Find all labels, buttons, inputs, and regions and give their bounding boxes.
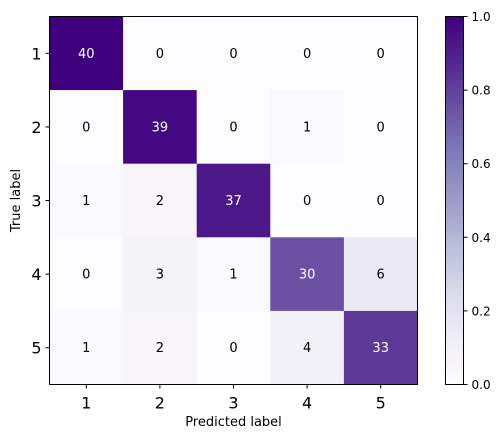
heatmap-cell	[270, 16, 345, 91]
cell-value-label: 0	[82, 120, 90, 135]
heatmap-cell	[123, 16, 197, 91]
heatmap-cell	[196, 16, 271, 91]
y-tick-label: 4	[31, 265, 41, 284]
x-tick-label: 1	[81, 394, 91, 413]
cell-value-label: 1	[303, 120, 311, 135]
heatmap-cell	[270, 163, 345, 238]
heatmap-cell	[49, 16, 124, 91]
x-tick-label: 4	[302, 394, 312, 413]
heatmap-cell	[270, 90, 345, 164]
cell-value-label: 33	[372, 341, 389, 356]
x-tick-label: 5	[376, 394, 386, 413]
heatmap-cell	[343, 90, 418, 164]
heatmap-cell	[123, 310, 197, 385]
cell-value-label: 6	[377, 268, 385, 283]
heatmap-cell	[49, 237, 124, 312]
cell-value-label: 4	[303, 341, 311, 356]
colorbar-tick-label: 0.0	[472, 378, 491, 392]
cell-value-label: 0	[377, 120, 385, 135]
heatmap-cell	[123, 237, 197, 312]
heatmap-cell	[123, 90, 197, 164]
colorbar-tick-label: 0.2	[472, 304, 491, 318]
y-axis-label: True label	[9, 169, 24, 233]
y-tick-label: 5	[31, 339, 41, 358]
colorbar-tick-label: 0.4	[472, 231, 491, 245]
heatmap-cell	[196, 237, 271, 312]
cell-value-label: 0	[377, 194, 385, 209]
colorbar-tick-label: 0.8	[472, 84, 491, 98]
heatmap-cell	[49, 163, 124, 238]
cell-value-label: 1	[82, 194, 90, 209]
y-tick-label: 2	[31, 118, 41, 137]
cell-value-label: 0	[377, 47, 385, 62]
x-tick-label: 3	[228, 394, 238, 413]
y-tick-label: 1	[31, 44, 41, 63]
colorbar	[445, 16, 464, 385]
cell-value-label: 39	[152, 120, 169, 135]
heatmap-cell	[49, 90, 124, 164]
cell-value-label: 37	[225, 194, 242, 209]
cell-value-label: 0	[156, 47, 164, 62]
heatmap-cell	[343, 163, 418, 238]
cell-value-label: 2	[156, 341, 164, 356]
heatmap-cell	[49, 310, 124, 385]
cell-value-label: 1	[229, 268, 237, 283]
heatmap-cell	[343, 237, 418, 312]
cell-value-label: 0	[82, 268, 90, 283]
cell-value-label: 3	[156, 268, 164, 283]
cell-value-label: 2	[156, 194, 164, 209]
colorbar-tick-label: 1.0	[472, 10, 491, 24]
cell-value-label: 0	[229, 47, 237, 62]
cell-value-label: 40	[78, 47, 95, 62]
cell-value-label: 0	[303, 194, 311, 209]
heatmap-cell	[123, 163, 197, 238]
x-axis-label: Predicted label	[185, 415, 282, 430]
heatmap-cell	[343, 310, 418, 385]
y-tick-label: 3	[31, 192, 41, 211]
heatmap-cell	[270, 310, 345, 385]
heatmap-cell	[270, 237, 345, 312]
heatmap-cell	[196, 310, 271, 385]
heatmap-cell	[196, 163, 271, 238]
colorbar-tick-label: 0.6	[472, 157, 491, 171]
heatmap-cell	[196, 90, 271, 164]
cell-value-label: 0	[229, 341, 237, 356]
cell-value-label: 30	[299, 268, 316, 283]
cell-value-label: 0	[229, 120, 237, 135]
cell-value-label: 1	[82, 341, 90, 356]
cell-value-label: 0	[303, 47, 311, 62]
x-tick-label: 2	[155, 394, 165, 413]
heatmap-cell	[343, 16, 418, 91]
